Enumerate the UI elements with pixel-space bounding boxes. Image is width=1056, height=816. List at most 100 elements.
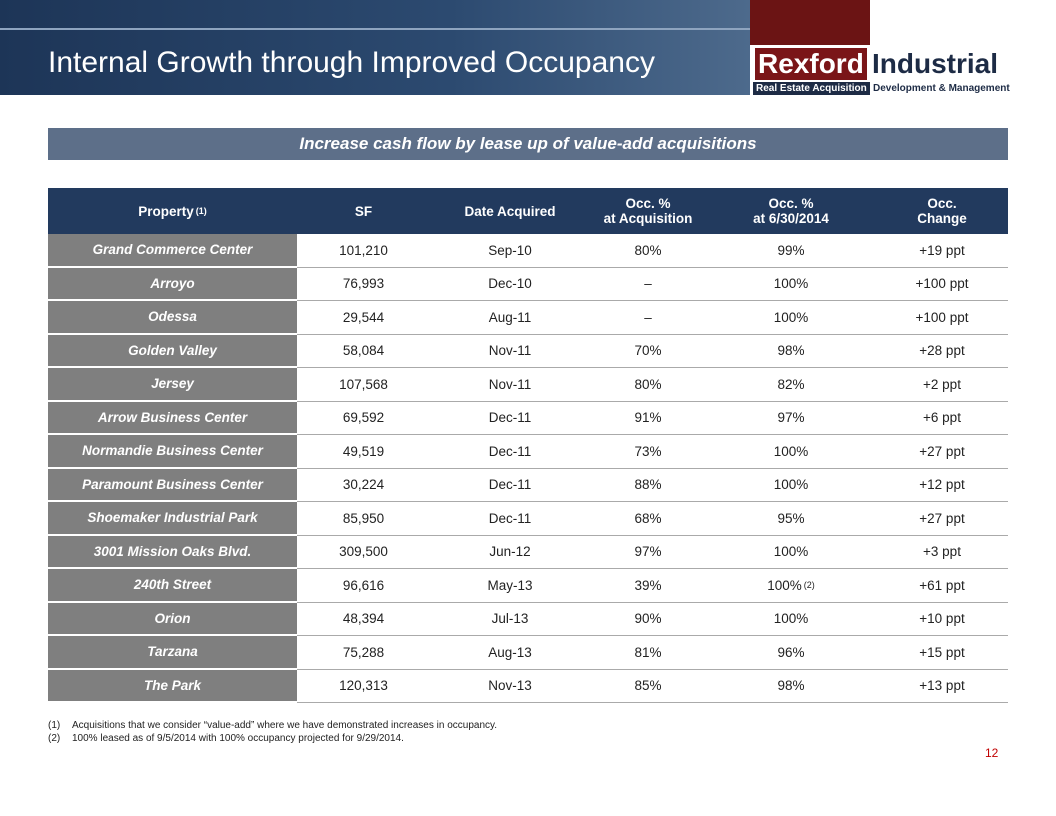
cell-value: 100% xyxy=(706,435,876,469)
cell-value: 68% xyxy=(590,502,706,536)
cell-value: 30,224 xyxy=(297,469,430,502)
header-line: Date Acquired xyxy=(464,203,556,219)
cell-value: Dec-11 xyxy=(430,402,590,435)
cell-value: +61 ppt xyxy=(876,569,1008,603)
cell-value: Jun-12 xyxy=(430,536,590,569)
header-line: Occ. % xyxy=(768,196,814,211)
column-header: Date Acquired xyxy=(430,188,590,234)
cell-value: +12 ppt xyxy=(876,469,1008,502)
cell-value: 76,993 xyxy=(297,268,430,301)
cell-value: 91% xyxy=(590,402,706,435)
cell-value: 100% xyxy=(706,301,876,335)
cell-value: 29,544 xyxy=(297,301,430,335)
cell-value: Dec-11 xyxy=(430,502,590,536)
cell-value: 97% xyxy=(706,402,876,435)
cell-value: 309,500 xyxy=(297,536,430,569)
row-label: Orion xyxy=(48,602,297,636)
cell-value: 58,084 xyxy=(297,335,430,368)
cell-value: 96% xyxy=(706,636,876,670)
cell-value: +13 ppt xyxy=(876,670,1008,703)
header-line xyxy=(0,28,750,30)
row-label: Normandie Business Center xyxy=(48,435,297,469)
cell-value: 39% xyxy=(590,569,706,603)
cell-value: 88% xyxy=(590,469,706,502)
cell-value: 48,394 xyxy=(297,603,430,636)
cell-value: +2 ppt xyxy=(876,368,1008,402)
logo-tagline: Development & Management xyxy=(873,83,1010,94)
cell-value: +6 ppt xyxy=(876,402,1008,435)
row-label: Jersey xyxy=(48,368,297,402)
logo-block xyxy=(750,0,870,45)
column-header: Occ. % at Acquisition xyxy=(590,188,706,234)
header-line: Change xyxy=(917,211,967,226)
cell-value: 101,210 xyxy=(297,234,430,268)
cell-value: 85% xyxy=(590,670,706,703)
footnote-ref: (2) xyxy=(803,580,815,591)
logo-brand: Rexford xyxy=(755,48,867,80)
cell-value: +15 ppt xyxy=(876,636,1008,670)
cell-value: +100 ppt xyxy=(876,268,1008,301)
cell-value: 80% xyxy=(590,234,706,268)
cell-value: +27 ppt xyxy=(876,502,1008,536)
cell-value: Nov-11 xyxy=(430,368,590,402)
cell-value: 98% xyxy=(706,335,876,368)
logo-brand: Industrial xyxy=(872,48,999,79)
cell-value: Dec-11 xyxy=(430,435,590,469)
row-label: Golden Valley xyxy=(48,334,297,368)
cell-value: Dec-11 xyxy=(430,469,590,502)
header-line: Occ. % xyxy=(625,196,671,211)
cell-value: 73% xyxy=(590,435,706,469)
footnote: (1) Acquisitions that we consider “value-… xyxy=(48,720,497,731)
cell-value: Aug-11 xyxy=(430,301,590,335)
cell-value: 100% xyxy=(706,268,876,301)
cell-value: 95% xyxy=(706,502,876,536)
column-header: SF xyxy=(297,188,430,234)
cell-value: Nov-13 xyxy=(430,670,590,703)
cell-value: Nov-11 xyxy=(430,335,590,368)
cell-value: 100% xyxy=(706,469,876,502)
row-label: 240th Street xyxy=(48,569,297,603)
cell-value: 82% xyxy=(706,368,876,402)
footnote-text: 100% leased as of 9/5/2014 with 100% occ… xyxy=(72,733,404,744)
cell-value: 107,568 xyxy=(297,368,430,402)
row-label: Arrow Business Center xyxy=(48,401,297,435)
cell-value: +10 ppt xyxy=(876,603,1008,636)
cell-value: +3 ppt xyxy=(876,536,1008,569)
column-header: Occ. Change xyxy=(876,188,1008,234)
row-label: Grand Commerce Center xyxy=(48,234,297,268)
footnote-text: Acquisitions that we consider “value-add… xyxy=(72,720,498,731)
cell-value: 120,313 xyxy=(297,670,430,703)
cell-text: 100% xyxy=(767,577,802,593)
cell-value: 80% xyxy=(590,368,706,402)
header-line: SF xyxy=(354,203,373,219)
cell-value: – xyxy=(590,301,706,335)
cell-value: 81% xyxy=(590,636,706,670)
cell-value: 97% xyxy=(590,536,706,569)
cell-value: 100% (2) xyxy=(706,569,876,603)
cell-value: 96,616 xyxy=(297,569,430,603)
header-line: Occ. xyxy=(927,196,957,211)
footnote-marker: (1) xyxy=(48,720,61,731)
cell-value: Sep-10 xyxy=(430,234,590,268)
cell-value: 49,519 xyxy=(297,435,430,469)
footnote: (2) 100% leased as of 9/5/2014 with 100% … xyxy=(48,733,404,744)
column-header: Property (1) xyxy=(48,188,297,234)
page-number: 12 xyxy=(985,746,999,760)
row-label: Arroyo xyxy=(48,267,297,301)
cell-value: 99% xyxy=(706,234,876,268)
footnote-ref: (1) xyxy=(195,206,207,216)
header-line: Property xyxy=(138,203,194,219)
banner: Increase cash flow by lease up of value-… xyxy=(48,128,1008,160)
cell-value: Dec-10 xyxy=(430,268,590,301)
row-label: Shoemaker Industrial Park xyxy=(48,502,297,536)
header-line: at Acquisition xyxy=(603,211,693,226)
row-label: Odessa xyxy=(48,301,297,335)
row-label: Paramount Business Center xyxy=(48,468,297,502)
cell-value: Jul-13 xyxy=(430,603,590,636)
cell-value: – xyxy=(590,268,706,301)
cell-value: +100 ppt xyxy=(876,301,1008,335)
cell-value: 90% xyxy=(590,603,706,636)
cell-value: 75,288 xyxy=(297,636,430,670)
cell-value: 100% xyxy=(706,603,876,636)
